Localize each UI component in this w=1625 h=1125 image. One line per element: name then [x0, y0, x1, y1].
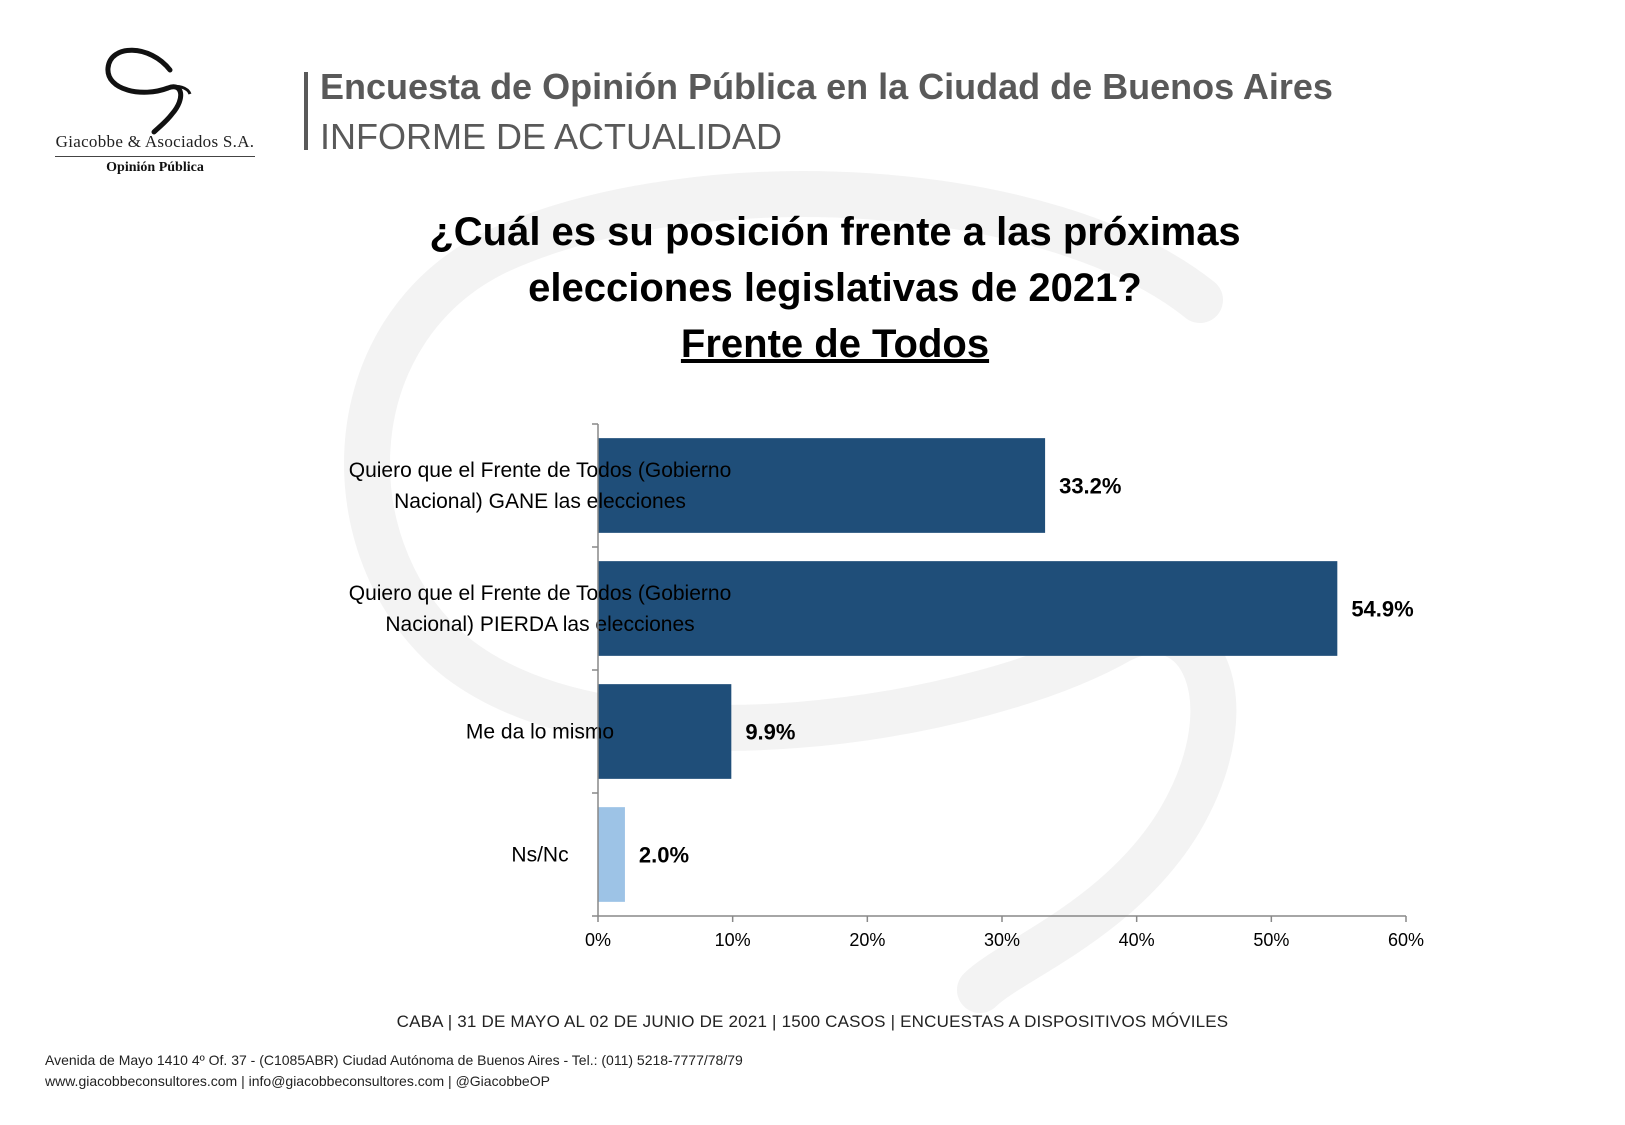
x-tick-label: 0%: [585, 930, 611, 950]
report-title: Encuesta de Opinión Pública en la Ciudad…: [320, 66, 1333, 107]
category-label: Me da lo mismo: [466, 721, 614, 744]
data-label: 9.9%: [745, 720, 795, 745]
x-tick-label: 20%: [849, 930, 885, 950]
header-divider: [304, 72, 308, 150]
category-label: Quiero que el Frente de Todos (Gobierno: [349, 459, 732, 482]
survey-details: CABA | 31 DE MAYO AL 02 DE JUNIO DE 2021…: [396, 1012, 1229, 1031]
question-line-1: ¿Cuál es su posición frente a las próxim…: [429, 210, 1241, 254]
x-tick-label: 60%: [1388, 930, 1424, 950]
company-name: Giacobbe & Asociados S.A.: [55, 132, 255, 151]
chart-question: ¿Cuál es su posición frente a las próxim…: [300, 204, 1370, 372]
x-tick-label: 40%: [1119, 930, 1155, 950]
company-tagline: Opinión Pública: [106, 160, 204, 175]
x-tick-label: 50%: [1253, 930, 1289, 950]
bar: [598, 561, 1338, 656]
address-line: Avenida de Mayo 1410 4º Of. 37 - (C1085A…: [45, 1052, 743, 1068]
category-label: Quiero que el Frente de Todos (Gobierno: [349, 582, 732, 605]
data-label: 33.2%: [1059, 474, 1121, 499]
data-label: 2.0%: [639, 843, 689, 868]
x-tick-label: 10%: [715, 930, 751, 950]
question-subject: Frente de Todos: [680, 322, 990, 366]
bar: [598, 438, 1046, 533]
report-subtitle: INFORME DE ACTUALIDAD: [320, 116, 783, 157]
logo-divider: [55, 156, 255, 157]
category-label: Ns/Nc: [511, 844, 568, 867]
contact-info: Avenida de Mayo 1410 4º Of. 37 - (C1085A…: [45, 1050, 743, 1092]
question-line-2: elecciones legislativas de 2021?: [528, 266, 1142, 310]
contact-line: www.giacobbeconsultores.com | info@giaco…: [45, 1073, 550, 1089]
x-tick-label: 30%: [984, 930, 1020, 950]
category-label: Nacional) GANE las elecciones: [394, 490, 686, 513]
company-logo-icon: [105, 47, 192, 135]
data-label: 54.9%: [1351, 597, 1413, 622]
bar: [598, 684, 732, 779]
category-label: Nacional) PIERDA las elecciones: [385, 613, 694, 636]
bar: [598, 807, 625, 902]
